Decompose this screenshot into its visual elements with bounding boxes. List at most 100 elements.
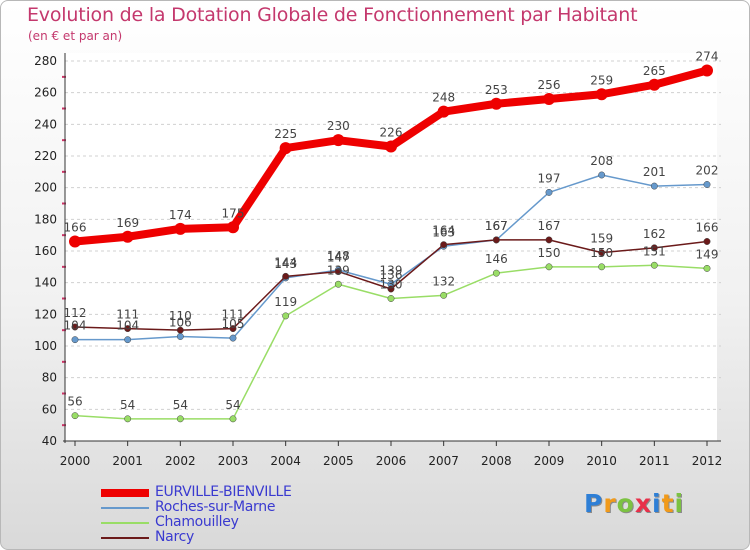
data-label: 136	[380, 268, 403, 282]
data-point	[176, 415, 184, 423]
data-point	[595, 88, 608, 101]
data-label: 256	[538, 78, 561, 92]
logo-letter: i	[674, 489, 685, 518]
data-point	[545, 236, 553, 244]
data-label: 253	[485, 83, 508, 97]
x-tick-label: 2007	[428, 454, 459, 468]
y-tick-label: 100	[34, 339, 57, 353]
data-point	[124, 415, 132, 423]
data-label: 139	[380, 263, 403, 277]
x-tick-label: 2000	[60, 454, 91, 468]
data-point	[334, 280, 342, 288]
data-label: 144	[274, 255, 297, 269]
data-label: 174	[169, 208, 192, 222]
legend-label: Roches-sur-Marne	[155, 499, 276, 515]
data-label: 202	[696, 164, 719, 178]
data-label: 104	[64, 319, 87, 333]
chart-title: Evolution de la Dotation Globale de Fonc…	[27, 4, 638, 26]
data-point	[703, 181, 711, 188]
data-label: 56	[67, 395, 82, 409]
data-point	[229, 334, 237, 342]
data-point	[69, 235, 81, 248]
data-label: 148	[327, 249, 350, 263]
logo-letter: o	[616, 489, 635, 518]
data-point	[598, 263, 606, 271]
y-tick-label: 220	[34, 149, 57, 163]
x-tick-label: 2008	[481, 454, 512, 468]
logo-letter: t	[661, 489, 675, 518]
legend-label: Narcy	[155, 529, 194, 545]
data-label: 111	[222, 308, 245, 322]
data-point	[648, 78, 661, 91]
data-label: 149	[696, 247, 719, 261]
y-tick-label: 120	[34, 307, 57, 321]
data-label: 150	[590, 246, 613, 260]
y-tick-label: 60	[42, 402, 57, 416]
y-tick-label: 200	[34, 181, 57, 195]
logo-letter: i	[652, 489, 662, 518]
x-tick-label: 2002	[165, 454, 196, 468]
data-label: 225	[274, 127, 297, 141]
x-tick-label: 2010	[586, 454, 617, 468]
data-label: 230	[327, 119, 350, 133]
y-tick-label: 160	[34, 244, 57, 258]
data-label: 226	[380, 126, 403, 140]
y-tick-label: 260	[34, 86, 57, 100]
data-point	[440, 291, 448, 299]
data-point	[229, 325, 237, 333]
data-point	[387, 285, 395, 293]
data-point	[176, 333, 184, 340]
data-point	[437, 105, 450, 118]
legend-swatch	[101, 507, 149, 509]
data-point	[598, 171, 606, 179]
data-point	[282, 272, 290, 280]
data-label: 167	[485, 219, 508, 233]
data-label: 274	[696, 50, 719, 64]
data-point	[121, 230, 134, 243]
data-label: 159	[590, 232, 613, 246]
data-point	[71, 412, 79, 420]
data-point	[492, 236, 500, 244]
chart-subtitle: (en € et par an)	[28, 29, 123, 43]
data-point	[492, 269, 500, 277]
data-label: 132	[432, 274, 455, 288]
proxiti-logo: Proxiti	[584, 489, 684, 518]
data-point	[174, 222, 187, 235]
x-tick-label: 2005	[323, 454, 354, 468]
data-point	[385, 140, 397, 153]
y-tick-label: 80	[42, 371, 57, 385]
x-tick-label: 2003	[218, 454, 249, 468]
data-point	[650, 261, 658, 269]
data-point	[227, 221, 239, 234]
data-label: 130	[380, 278, 403, 292]
data-point	[71, 323, 79, 331]
data-point	[650, 244, 658, 252]
legend-label: Chamouilley	[155, 514, 239, 530]
legend-swatch	[101, 522, 149, 524]
logo-letter: P	[584, 489, 604, 518]
data-label: 106	[169, 316, 192, 330]
x-tick-label: 2006	[376, 454, 407, 468]
logo-letter: r	[603, 489, 617, 518]
data-label: 201	[643, 165, 666, 179]
data-point	[598, 249, 606, 257]
data-label: 259	[590, 73, 613, 87]
data-label: 265	[643, 64, 666, 78]
y-tick-label: 180	[34, 212, 57, 226]
logo-letter: x	[634, 489, 652, 518]
x-tick-label: 2004	[270, 454, 301, 468]
y-tick-label: 240	[34, 117, 57, 131]
data-label: 105	[222, 317, 245, 331]
data-label: 248	[432, 91, 455, 105]
data-point	[545, 263, 553, 271]
data-point	[176, 326, 184, 334]
legend-swatch	[101, 489, 149, 497]
data-label: 166	[64, 221, 87, 235]
data-label: 147	[327, 251, 350, 265]
data-label: 163	[432, 225, 455, 239]
x-tick-label: 2009	[534, 454, 565, 468]
data-label: 208	[590, 154, 613, 168]
data-label: 166	[696, 221, 719, 235]
data-point	[332, 134, 345, 147]
